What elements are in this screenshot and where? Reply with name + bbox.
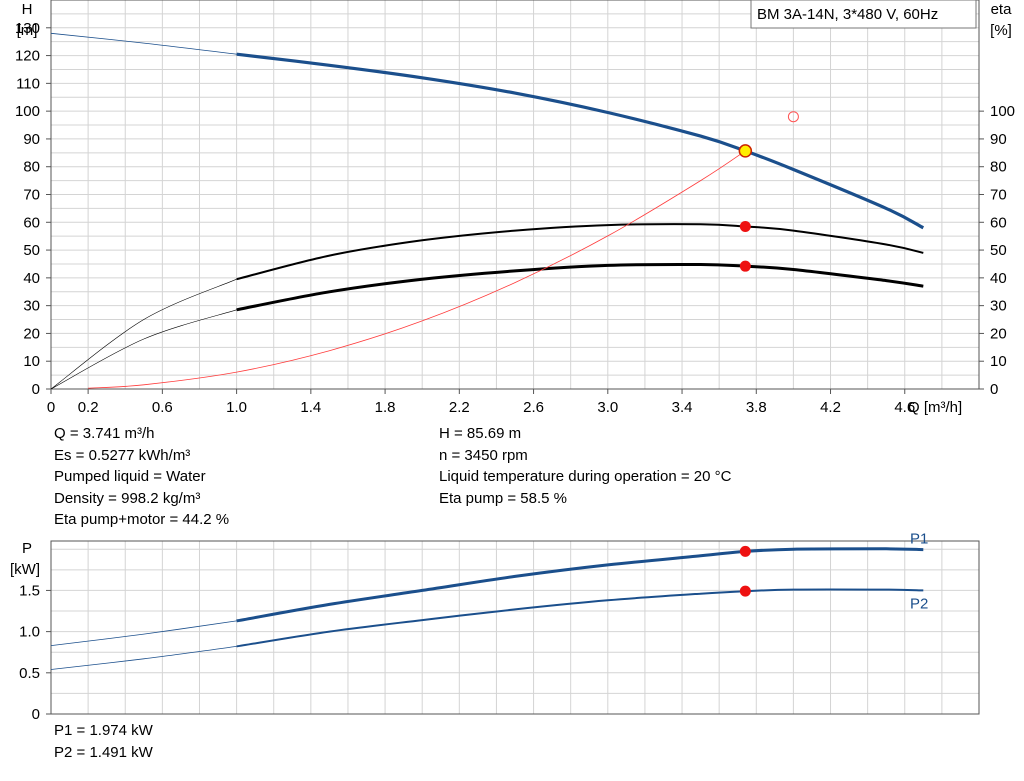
info-power: P1 = 1.974 kW P2 = 1.491 kW	[54, 720, 153, 763]
axis-labels: 0 0.2 0.6 1.0 1.4 1.8 2.2 2.6 3.0 3.4 3.8 4.2 4.6Q […	[10, 1, 1015, 723]
power-y-tick-label: 0.5	[19, 665, 40, 682]
curve-system-curve	[88, 150, 746, 389]
head-chart-grid	[50, 0, 980, 390]
y-right-tick-label: 10	[990, 353, 1007, 370]
x-tick-label: 3.4	[672, 399, 693, 416]
power-y-axis-label: P	[22, 540, 32, 557]
x-tick-label: 0.6	[152, 399, 173, 416]
info-p2: P2 = 1.491 kW	[54, 743, 153, 761]
y-right-axis-label: eta	[991, 1, 1013, 18]
duty-point-head	[738, 144, 753, 158]
power-y-tick-label: 1.5	[19, 582, 40, 599]
x-tick-label: 3.0	[597, 399, 618, 416]
x-tick-label: 4.2	[820, 399, 841, 416]
power-y-tick-label: 1.0	[19, 624, 40, 641]
y-left-tick-label: 80	[23, 159, 40, 176]
y-left-tick-label: 50	[23, 242, 40, 259]
y-left-tick-label: 40	[23, 270, 40, 287]
curve-h	[236, 52, 925, 230]
x-tick-label: 3.8	[746, 399, 767, 416]
info-specific-energy: Es = 0.5277 kWh/m³	[54, 446, 191, 464]
y-left-tick-label: 120	[15, 48, 40, 65]
series-label-p2: P2	[910, 595, 928, 612]
y-right-tick-label: 60	[990, 214, 1007, 231]
info-eta-pump-motor: Eta pump+motor = 44.2 %	[54, 511, 230, 528]
duty-point-power	[739, 585, 751, 597]
power-chart-grid	[50, 540, 980, 715]
duty-point-efficiency	[739, 260, 751, 272]
curve-eta-pump-extension	[50, 278, 237, 390]
x-axis-label: Q [m³/h]	[908, 399, 962, 416]
power-chart-frame	[50, 540, 980, 715]
y-right-tick-label: 80	[990, 159, 1007, 176]
info-p1: P1 = 1.974 kW	[54, 722, 153, 739]
y-left-tick-label: 30	[23, 298, 40, 315]
series-label-p1: P1	[910, 531, 928, 548]
duty-point-power	[739, 545, 751, 557]
info-flow: Q = 3.741 m³/h	[54, 425, 155, 442]
info-left: Q = 3.741 m³/h Es = 0.5277 kWh/m³ Pumped…	[54, 423, 229, 531]
x-tick-label: 1.4	[300, 399, 321, 416]
info-density: Density = 998.2 kg/m³	[54, 489, 201, 507]
y-right-axis-unit: [%]	[990, 22, 1012, 39]
y-right-tick-label: 0	[990, 381, 998, 398]
y-right-tick-label: 20	[990, 325, 1007, 342]
y-left-tick-label: 10	[23, 353, 40, 370]
y-left-tick-label: 60	[23, 214, 40, 231]
info-right: H = 85.69 m n = 3450 rpm Liquid temperat…	[439, 423, 731, 509]
info-liquid-temperature: Liquid temperature during operation = 20…	[439, 468, 732, 485]
head-chart-curves	[50, 32, 925, 390]
requested-duty-marker	[787, 111, 799, 123]
x-tick-label: 1.0	[226, 399, 247, 416]
curve-p2	[236, 588, 924, 648]
y-right-tick-label: 100	[990, 103, 1015, 120]
chart-title: BM 3A-14N, 3*480 V, 60Hz	[757, 6, 938, 23]
y-left-tick-label: 90	[23, 131, 40, 148]
power-chart-curves: P1 P2	[50, 531, 928, 670]
curve-h-extension	[50, 32, 237, 55]
x-tick-label: 4.6	[894, 399, 915, 416]
info-pumped-liquid: Pumped liquid = Water	[54, 468, 206, 485]
curve-p2-extension	[50, 646, 237, 670]
power-y-axis-unit: [kW]	[10, 561, 40, 578]
y-left-tick-label: 100	[15, 103, 40, 120]
y-left-tick-label: 70	[23, 187, 40, 204]
y-left-axis-unit: [m]	[17, 22, 38, 39]
x-tick-label: 2.2	[449, 399, 470, 416]
curve-eta-pump-motor-extension	[50, 309, 237, 390]
info-eta-pump: Eta pump = 58.5 %	[439, 489, 567, 507]
y-left-tick-label: 110	[16, 75, 40, 92]
curve-p1-extension	[50, 620, 237, 646]
y-right-tick-label: 90	[990, 131, 1007, 148]
duty-point-efficiency	[739, 220, 751, 232]
x-tick-label: 0.2	[78, 399, 99, 416]
info-speed: n = 3450 rpm	[439, 446, 528, 464]
title-box	[750, 0, 977, 29]
y-left-axis-label: H	[22, 1, 33, 18]
info-head: H = 85.69 m	[439, 425, 522, 442]
y-right-tick-label: 40	[990, 270, 1007, 287]
y-left-tick-label: 0	[32, 381, 40, 398]
y-left-tick-label: 20	[23, 325, 40, 342]
x-tick-label: 1.8	[375, 399, 396, 416]
curve-p1	[236, 547, 924, 623]
curve-eta-pump	[236, 223, 924, 281]
y-right-tick-label: 30	[990, 298, 1007, 315]
power-y-tick-label: 0	[32, 706, 40, 723]
curve-eta-pump-motor	[236, 262, 924, 312]
x-tick-label: 2.6	[523, 399, 544, 416]
y-right-tick-label: 50	[990, 242, 1007, 259]
y-left-tick-label: 130	[15, 20, 40, 37]
x-tick-label: 0	[47, 399, 55, 416]
y-right-tick-label: 70	[990, 187, 1007, 204]
